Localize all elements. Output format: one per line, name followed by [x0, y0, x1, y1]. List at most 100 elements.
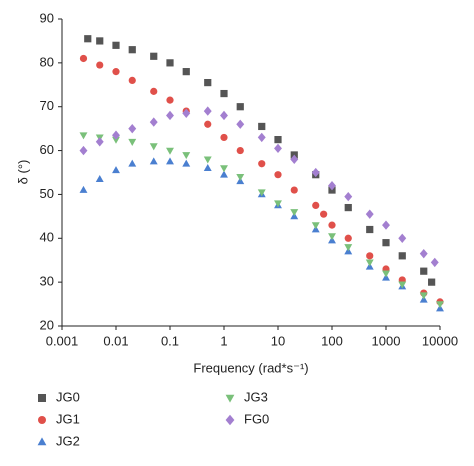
data-point	[166, 110, 174, 121]
data-point	[79, 185, 88, 193]
data-point	[366, 225, 374, 234]
y-tick-label: 80	[40, 54, 54, 69]
data-point	[96, 61, 104, 69]
y-tick-label: 30	[40, 274, 54, 289]
legend-marker	[225, 394, 235, 403]
y-tick-label: 40	[40, 230, 54, 245]
y-tick-label: 70	[40, 98, 54, 113]
data-point	[258, 160, 266, 168]
data-point	[112, 41, 120, 49]
data-point	[398, 252, 406, 260]
data-point	[420, 267, 428, 275]
data-point	[311, 222, 320, 230]
data-point	[419, 292, 428, 300]
data-point	[128, 138, 137, 146]
data-point	[203, 156, 212, 164]
data-point	[220, 89, 228, 98]
data-point	[328, 233, 336, 241]
data-point	[382, 220, 390, 230]
x-tick-label: 0.001	[46, 333, 79, 348]
data-point	[398, 233, 407, 243]
data-point	[166, 59, 174, 67]
data-point	[96, 37, 104, 45]
data-point	[428, 278, 436, 286]
x-tick-label: 10000	[422, 333, 458, 348]
data-point	[79, 145, 88, 156]
data-point	[112, 130, 120, 140]
data-point	[274, 171, 282, 179]
data-point	[312, 201, 320, 209]
data-point	[182, 159, 191, 167]
data-point	[150, 52, 158, 60]
data-point	[430, 257, 439, 268]
data-point	[128, 159, 137, 167]
x-tick-label: 1000	[372, 333, 401, 348]
legend-label: JG2	[56, 433, 80, 448]
legend-marker	[37, 437, 47, 446]
data-point	[365, 209, 374, 219]
y-tick-label: 60	[40, 142, 54, 157]
x-axis-label: Frequency (rad*s⁻¹)	[193, 360, 308, 375]
data-point	[203, 106, 212, 116]
data-point	[258, 122, 266, 131]
data-point	[236, 174, 245, 182]
x-tick-label: 0.01	[103, 333, 128, 348]
data-point	[382, 239, 390, 247]
data-point	[274, 200, 282, 208]
data-point	[344, 234, 352, 242]
data-point	[290, 186, 298, 194]
data-point	[320, 210, 328, 218]
data-point	[149, 117, 158, 127]
x-tick-label: 100	[321, 333, 343, 348]
data-point	[236, 146, 244, 155]
data-point	[344, 203, 352, 212]
data-point	[149, 157, 158, 165]
data-point	[220, 133, 228, 142]
data-point	[220, 165, 228, 173]
legend-label: JG0	[56, 389, 80, 404]
legend-marker	[38, 394, 46, 402]
legend-label: JG1	[56, 411, 80, 426]
legend-label: FG0	[244, 411, 269, 426]
data-point	[328, 221, 336, 229]
data-point	[166, 96, 174, 104]
data-point	[112, 166, 120, 174]
data-point	[419, 248, 428, 259]
data-point	[203, 163, 212, 171]
data-point	[79, 132, 88, 140]
data-point	[95, 174, 104, 182]
data-point	[290, 154, 299, 165]
data-point	[204, 78, 212, 87]
data-point	[220, 110, 228, 121]
data-point	[344, 191, 353, 202]
data-point	[150, 87, 158, 95]
x-tick-label: 0.1	[161, 333, 179, 348]
data-point	[366, 252, 374, 260]
data-point	[95, 137, 104, 147]
legend-label: JG3	[244, 389, 268, 404]
data-point	[204, 120, 212, 128]
data-point	[112, 68, 120, 76]
data-point	[220, 170, 228, 178]
legend-marker	[225, 414, 235, 426]
legend-marker	[38, 416, 46, 424]
data-point	[274, 143, 282, 154]
y-tick-label: 90	[40, 10, 54, 25]
y-axis-label: δ (°)	[15, 160, 30, 185]
data-point	[149, 143, 158, 151]
data-point	[112, 136, 120, 144]
data-point	[382, 270, 390, 278]
data-point	[182, 152, 191, 160]
data-point	[236, 119, 245, 129]
x-tick-label: 10	[271, 333, 285, 348]
data-point	[182, 68, 190, 76]
data-point	[311, 167, 320, 178]
x-tick-label: 1	[220, 333, 227, 348]
data-point	[128, 123, 137, 134]
data-point	[274, 136, 282, 144]
data-point	[84, 35, 92, 43]
data-point	[365, 259, 374, 267]
data-point	[128, 76, 136, 84]
